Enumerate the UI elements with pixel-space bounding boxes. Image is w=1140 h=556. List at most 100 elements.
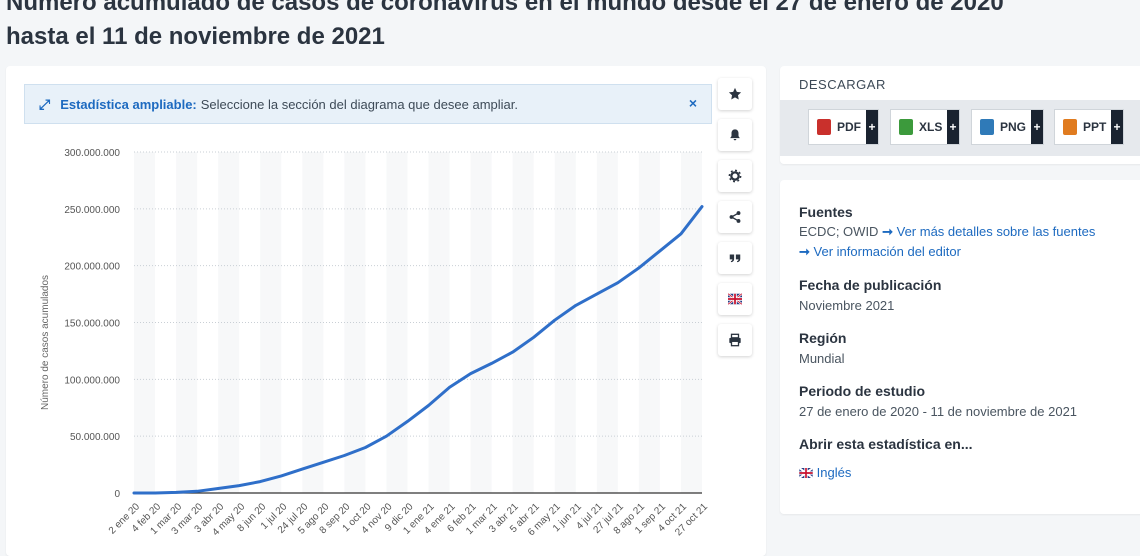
share-icon [729,211,741,223]
region-heading: Región [799,330,847,346]
sources-heading: Fuentes [799,204,853,220]
quote-icon [729,254,741,263]
open-in-line: Inglés [798,465,852,480]
sources-details-link[interactable]: Ver más detalles sobre las fuentes [896,224,1096,239]
print-icon [729,333,741,347]
download-png-button[interactable]: PNG + [971,109,1044,145]
star-icon [728,87,742,100]
y-tick-label: 50.000.000 [70,432,120,443]
data-point [469,372,472,375]
data-point [637,266,641,270]
data-point [427,404,430,407]
chart-band [302,152,324,493]
download-pdf-button[interactable]: PDF + [808,109,879,145]
pdf-file-icon [817,119,831,135]
data-point [343,454,346,457]
data-point [616,281,620,284]
data-point [153,491,157,495]
download-card: DESCARGAR PDF + XLS + PNG + PPT + [780,66,1140,164]
data-point [511,350,514,354]
y-tick-label: 300.000.000 [64,148,120,159]
page-title: Número acumulado de casos de coronavirus… [6,0,1004,54]
y-tick-label: 0 [114,489,120,500]
settings-button[interactable] [718,160,752,192]
data-point [237,484,241,487]
data-point [364,446,367,449]
zoom-banner: ⤢ Estadística ampliable: Seleccione la s… [24,84,712,124]
language-button[interactable] [718,283,752,315]
alert-button[interactable] [718,119,752,151]
data-point [406,420,409,423]
favorite-button[interactable] [718,78,752,110]
plus-icon: + [1031,110,1043,144]
pdf-label: PDF [837,120,861,134]
bell-icon [730,129,740,141]
y-axis-label: Número de casos acumulados [40,275,51,410]
chart-band [176,152,198,493]
chart-band [134,152,156,493]
chart-toolbar [718,78,754,365]
data-point [195,490,199,493]
chart-band [638,152,660,493]
chart-band [470,152,492,493]
editor-info-link[interactable]: Ver información del editor [813,244,961,259]
plus-icon: + [1111,110,1123,144]
download-buttons: PDF + XLS + PNG + PPT + [780,100,1140,156]
download-ppt-button[interactable]: PPT + [1054,109,1124,145]
close-icon[interactable]: × [688,95,697,111]
download-title: DESCARGAR [799,77,886,92]
title-line-1: Número acumulado de casos de coronavirus… [6,0,1004,16]
open-in-heading: Abrir esta estadística en... [799,436,973,452]
data-point [132,491,136,495]
arrow-right-icon: ➞ [882,224,893,239]
banner-title: Estadística ampliable: [60,96,197,112]
data-point [700,205,704,208]
data-point [301,467,304,471]
download-xls-button[interactable]: XLS + [890,109,960,145]
data-point [174,491,178,494]
series-line [132,205,704,495]
ppt-label: PPT [1083,120,1107,134]
data-point [448,386,451,389]
period-heading: Periodo de estudio [799,383,926,399]
period-value: 27 de enero de 2020 - 11 de noviembre de… [799,404,1078,419]
chart-band [260,152,282,493]
banner-text: Seleccione la sección del diagrama que d… [200,96,519,112]
plus-icon: + [947,110,959,144]
png-file-icon [980,119,994,135]
y-tick-label: 150.000.000 [64,319,120,330]
publication-heading: Fecha de publicación [799,277,942,293]
chart-band [512,152,534,493]
flag-icon [728,292,742,306]
english-link[interactable]: Inglés [816,465,852,480]
publication-value: Noviembre 2021 [799,298,895,313]
arrow-right-icon: ➞ [799,244,810,259]
region-value: Mundial [799,351,845,366]
data-point [658,249,662,253]
data-point [553,319,556,322]
data-point [322,461,325,464]
expand-icon: ⤢ [39,95,51,112]
title-line-2: hasta el 11 de noviembre de 2021 [6,23,385,50]
data-point [216,487,220,490]
chart-band [428,152,450,493]
chart-band [554,152,576,493]
y-tick-label: 250.000.000 [64,205,120,216]
share-button[interactable] [718,201,752,233]
data-point [595,292,599,296]
y-tick-label: 200.000.000 [64,262,120,273]
chart-band [218,152,240,493]
line-chart[interactable]: 0 50.000.000 100.000.000 150.000.000 200.000… [6,66,718,556]
sources-text: ECDC; OWID [799,224,879,239]
xls-file-icon [899,119,913,135]
data-point [259,480,262,483]
plus-icon: + [866,110,878,144]
gear-icon [728,169,742,183]
cite-button[interactable] [718,242,752,274]
chart-band [596,152,618,493]
xls-label: XLS [919,120,943,134]
uk-flag-icon [798,467,814,479]
data-point [679,232,683,236]
chart-band [344,152,366,493]
print-button[interactable] [718,324,752,356]
